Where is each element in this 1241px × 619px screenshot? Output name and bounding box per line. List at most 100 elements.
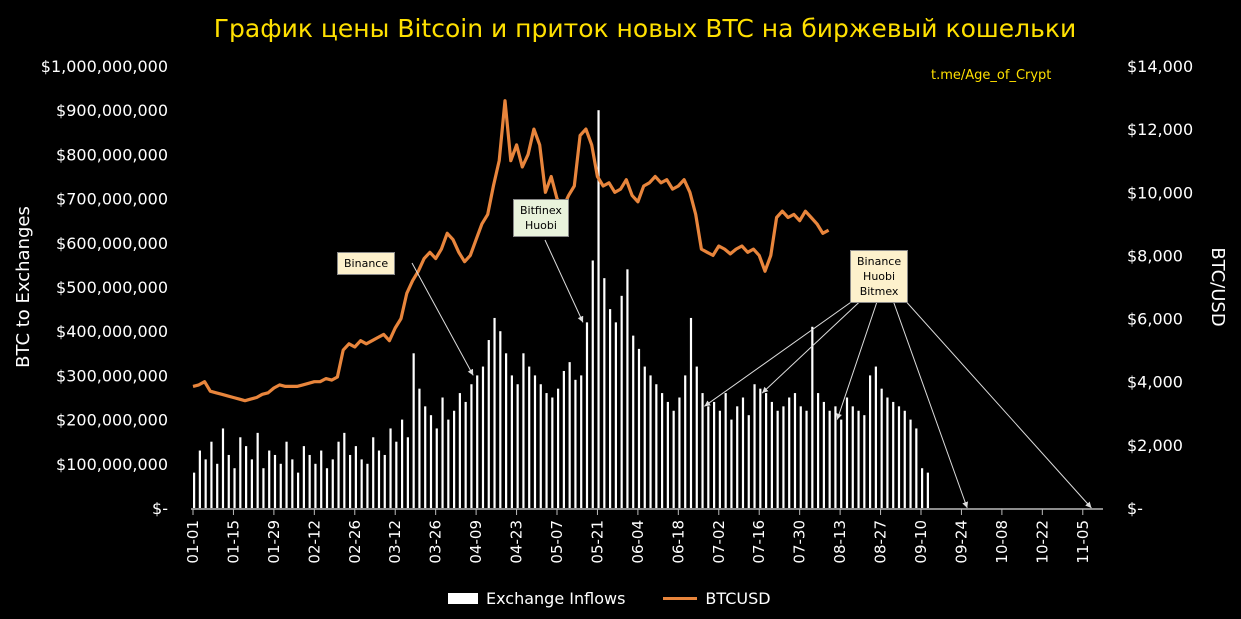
inflow-bar <box>915 428 918 508</box>
inflow-bar <box>759 388 762 508</box>
inflow-bar <box>817 393 820 508</box>
inflow-bar <box>684 375 687 508</box>
inflow-bar <box>320 450 323 508</box>
left-tick-label: $- <box>152 499 168 518</box>
x-axis: 01-01 01-15 01-29 02-12 02-26 03-12 03-26 04-09… <box>184 508 1103 564</box>
inflow-bar <box>863 415 866 508</box>
inflow-bar <box>481 366 485 508</box>
inflow-bar <box>701 393 704 508</box>
x-tick-label: 06-18 <box>669 520 687 564</box>
inflow-bar <box>493 317 496 508</box>
inflow-bar <box>476 375 479 508</box>
legend-swatch-bar <box>448 593 478 604</box>
inflow-bar <box>349 454 352 508</box>
inflow-bar <box>377 450 381 508</box>
x-tick-label: 05-21 <box>588 520 606 564</box>
annotation-box: Binance <box>337 252 396 275</box>
right-tick-label: $- <box>1127 499 1143 518</box>
inflow-bar <box>765 393 768 508</box>
watermark: t.me/Age_of_Crypt <box>931 68 1052 83</box>
inflow-bar <box>487 340 490 508</box>
inflow-bar <box>470 384 473 508</box>
annotation-arrow <box>411 262 474 376</box>
inflow-bar <box>418 388 421 508</box>
inflow-bar <box>603 278 606 508</box>
inflow-bar <box>250 459 253 508</box>
x-tick-label: 01-01 <box>184 520 202 564</box>
inflow-bar <box>325 468 329 508</box>
chart-title: График цены Bitcoin и приток новых BTC н… <box>213 14 1077 43</box>
inflow-bar <box>262 468 265 508</box>
legend-swatch-line <box>663 597 698 600</box>
inflow-bar <box>516 384 519 508</box>
inflow-bar <box>193 472 196 508</box>
inflow-bar <box>441 397 444 508</box>
x-tick-label: 02-12 <box>305 520 323 564</box>
inflow-bar <box>510 375 513 508</box>
inflow-bar <box>626 269 629 508</box>
inflow-bar <box>811 326 814 508</box>
inflow-bar <box>539 384 542 508</box>
inflow-bar <box>661 393 664 508</box>
inflow-bar <box>499 331 502 508</box>
x-tick-label: 11-05 <box>1074 520 1092 564</box>
btcusd-line <box>192 99 830 403</box>
left-tick-label: $100,000,000 <box>56 455 168 474</box>
inflow-bar <box>897 406 901 508</box>
inflow-bar <box>620 295 623 508</box>
inflow-bar <box>736 406 739 508</box>
inflow-bar <box>198 450 201 508</box>
inflow-bar <box>245 446 248 508</box>
inflow-bar <box>389 428 392 508</box>
inflow-bar <box>522 353 525 508</box>
inflow-bar <box>747 415 750 508</box>
x-tick-label: 03-26 <box>427 520 445 564</box>
inflow-bar <box>429 415 433 508</box>
inflow-bar <box>649 375 652 508</box>
x-tick-label: 09-24 <box>952 520 970 564</box>
inflow-bar <box>221 428 225 508</box>
inflow-bar <box>256 432 259 508</box>
right-axis-ticks: $- $2,000 $4,000 $6,000 $8,000 $10,000 $12,000… <box>1127 57 1193 518</box>
inflow-bar <box>239 437 242 508</box>
x-tick-label: 01-15 <box>224 520 242 564</box>
inflow-bar <box>689 317 693 508</box>
inflow-bar <box>343 432 346 508</box>
inflow-bar <box>782 406 785 508</box>
inflow-bar <box>585 322 589 508</box>
right-tick-label: $2,000 <box>1127 436 1183 455</box>
inflow-bar <box>458 393 461 508</box>
x-tick-label: 07-16 <box>750 520 768 564</box>
inflow-bar <box>279 463 282 508</box>
inflow-bar <box>302 446 305 508</box>
inflow-bar <box>210 441 213 508</box>
inflow-bar <box>291 459 294 508</box>
inflow-bar <box>453 410 456 508</box>
inflow-bar <box>406 437 409 508</box>
inflow-bar <box>822 401 825 508</box>
inflow-bar <box>337 441 340 508</box>
right-tick-label: $10,000 <box>1127 183 1193 202</box>
inflow-bar <box>718 410 721 508</box>
x-tick-label: 02-26 <box>346 520 364 564</box>
inflow-bar <box>297 472 300 508</box>
btcusd-polyline <box>192 99 830 403</box>
left-tick-label: $600,000,000 <box>56 234 168 253</box>
inflow-bar <box>314 463 317 508</box>
inflow-bar <box>851 406 854 508</box>
left-tick-label: $300,000,000 <box>56 366 168 385</box>
inflow-bar <box>331 459 334 508</box>
inflow-bar <box>793 393 797 508</box>
inflow-bar <box>562 370 565 508</box>
inflow-bar <box>695 366 698 508</box>
annotation-box: Bitfinex Huobi <box>513 199 569 237</box>
exchange-inflow-bars <box>193 110 929 508</box>
inflow-bar <box>505 353 508 508</box>
inflow-bar <box>840 419 843 508</box>
x-tick-label: 04-23 <box>508 520 526 564</box>
inflow-bar <box>227 454 230 508</box>
inflow-bar <box>672 410 675 508</box>
inflow-bar <box>880 388 883 508</box>
inflow-bar <box>216 463 219 508</box>
